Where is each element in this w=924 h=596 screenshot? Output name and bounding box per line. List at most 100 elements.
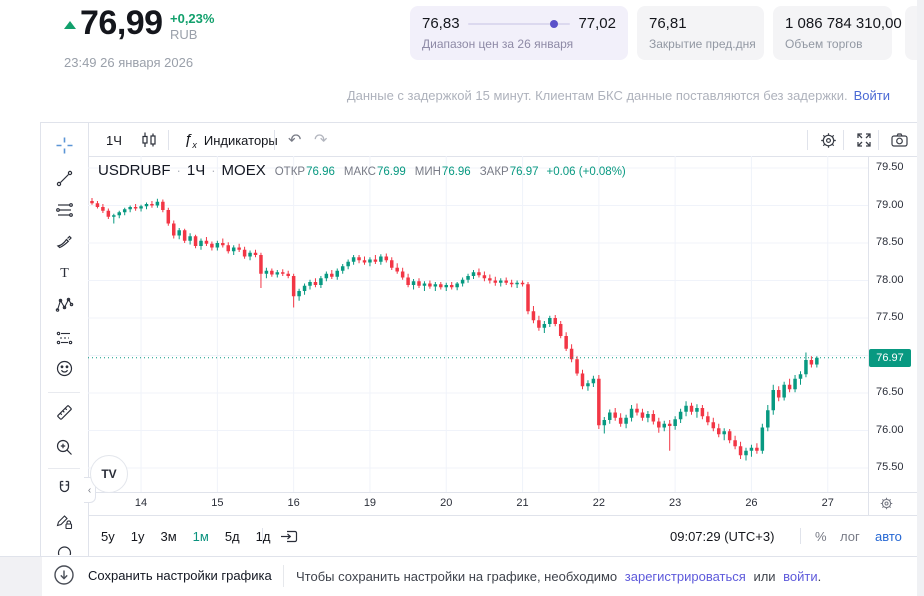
ruler-icon: [56, 404, 72, 420]
fullscreen-button[interactable]: [847, 126, 881, 154]
range-button-1д[interactable]: 1д: [255, 528, 271, 544]
price-range-card: 76,83 77,02 Диапазон цен за 26 января: [410, 6, 628, 60]
price-axis-tick: 76.50: [876, 386, 904, 398]
magnet-tool-button[interactable]: [46, 472, 82, 502]
delayed-data-notice: Данные с задержкой 15 минут. Клиентам БК…: [347, 88, 890, 103]
trend-line-tool-button[interactable]: [46, 163, 82, 193]
range-button-3м[interactable]: 3м: [160, 528, 177, 544]
download-circle-icon: [54, 565, 74, 585]
undo-button[interactable]: ↶: [288, 132, 302, 149]
savebar-hint: Чтобы сохранить настройки на графике, не…: [296, 569, 821, 584]
notice-text: Данные с задержкой 15 минут. Клиентам БК…: [346, 88, 848, 103]
legend-exchange: MOEX: [221, 162, 266, 179]
range-slider-thumb[interactable]: [549, 19, 558, 28]
low-value: 76.96: [441, 166, 471, 178]
svg-text:T: T: [60, 266, 69, 281]
zoom-in-tool-button[interactable]: [46, 432, 82, 462]
xabcd-pattern-icon: [55, 297, 73, 312]
emoji-tool-button[interactable]: [46, 353, 82, 383]
legend-separator: ·: [211, 163, 216, 178]
crosshair-tool-button[interactable]: [46, 130, 82, 160]
time-axis-tick: 27: [821, 497, 834, 509]
range-button-1м[interactable]: 1м: [192, 528, 209, 544]
range-slider[interactable]: [467, 19, 571, 28]
text-tool-button[interactable]: T: [46, 257, 82, 287]
trend-line-icon: [56, 170, 72, 186]
emoji-icon: [56, 360, 72, 376]
brush-icon: [56, 235, 72, 248]
candle-style-button[interactable]: [132, 126, 166, 154]
range-low: 76,83: [422, 15, 460, 32]
auto-scale-button[interactable]: авто: [875, 528, 902, 544]
high-value: 76.99: [376, 166, 406, 178]
settings-button[interactable]: [811, 126, 846, 154]
interval-button[interactable]: 1Ч: [106, 132, 122, 148]
snapshot-button[interactable]: [882, 126, 917, 154]
lock-drawings-tool-button[interactable]: [46, 506, 82, 536]
legend-separator: ·: [176, 163, 181, 178]
divider: [283, 565, 284, 587]
price-axis-tick: 78.00: [876, 273, 904, 286]
price-up-triangle-icon: [64, 21, 76, 29]
close-label: ЗАКР: [479, 166, 509, 178]
percent-scale-button[interactable]: %: [815, 528, 827, 544]
log-scale-button[interactable]: лог: [840, 528, 860, 544]
goto-date-button[interactable]: [272, 524, 306, 548]
time-axis-tick: 21: [516, 497, 529, 509]
clock-label[interactable]: 09:07:29 (UTC+3): [670, 528, 775, 544]
price-change: +0,23%: [170, 11, 215, 26]
divider: [868, 156, 869, 515]
price-axis-tick: 76.00: [876, 423, 904, 436]
text-tool-icon: T: [60, 266, 69, 281]
candlestick-chart[interactable]: [88, 156, 868, 492]
divider: [274, 130, 275, 150]
indicators-label: Индикаторы: [203, 132, 278, 148]
candlestick-icon: [142, 132, 156, 147]
time-axis-tick: 19: [363, 497, 377, 509]
redo-button[interactable]: ↷: [314, 132, 328, 149]
open-label: ОТКР: [274, 166, 306, 178]
login-link[interactable]: Войти: [853, 88, 890, 103]
register-link[interactable]: зарегистрироваться: [624, 569, 746, 584]
ruler-tool-button[interactable]: [46, 397, 82, 427]
login-link-2[interactable]: войти: [783, 569, 818, 584]
divider: [168, 130, 169, 150]
time-axis-tick: 14: [134, 497, 148, 509]
range-button-5д[interactable]: 5д: [224, 528, 240, 544]
xabcd-pattern-tool-button[interactable]: [46, 290, 82, 320]
magnet-icon: [59, 480, 69, 492]
save-settings-button[interactable]: Сохранить настройки графика: [52, 563, 272, 587]
indicators-button[interactable]: ƒx Индикаторы: [176, 126, 286, 154]
volume-caption: Объем торгов: [785, 37, 863, 51]
zoom-in-icon: [56, 439, 72, 455]
fib-retracement-tool-button[interactable]: [46, 195, 82, 225]
partial-tool-icon: [57, 545, 71, 555]
fib-retracement-icon: [55, 202, 73, 217]
divider: [48, 392, 80, 393]
divider: [40, 122, 924, 123]
divider: [800, 528, 801, 544]
brush-tool-button[interactable]: [46, 226, 82, 256]
time-axis-tick: 16: [287, 497, 300, 509]
time-axis-tick: 15: [211, 497, 224, 509]
divider: [807, 130, 808, 150]
gear-icon: [821, 132, 836, 148]
more-tool-button[interactable]: [46, 541, 82, 555]
close-value: 76.97: [509, 166, 539, 178]
chart-legend: USDRUBF · 1Ч · MOEX ОТКР 76.96 МАКС 76.99 …: [98, 162, 626, 179]
price-axis-tick: 79.00: [876, 198, 904, 211]
divider: [0, 556, 924, 557]
divider: [878, 130, 879, 150]
position-tool-button[interactable]: [46, 323, 82, 353]
goto-date-icon: [281, 530, 298, 542]
range-button-1у[interactable]: 1у: [130, 528, 145, 544]
range-button-5у[interactable]: 5у: [101, 528, 115, 544]
long-short-position-icon: [56, 331, 72, 344]
currency-label: RUB: [170, 27, 198, 42]
pencil-lock-icon: [56, 514, 72, 529]
save-settings-label: Сохранить настройки графика: [88, 567, 272, 583]
savebar-corner: [0, 557, 42, 596]
axis-settings-button[interactable]: [879, 496, 894, 516]
page-scrollbar[interactable]: [917, 0, 924, 596]
